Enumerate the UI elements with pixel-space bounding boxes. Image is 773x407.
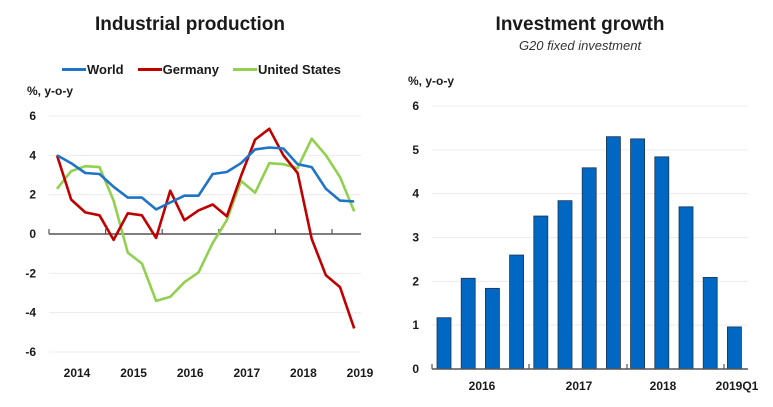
- bar: [509, 254, 525, 370]
- bar: [606, 136, 621, 370]
- bar: [702, 276, 718, 370]
- x-tick-label: 2018: [290, 366, 317, 380]
- x-tick-label: 2019: [347, 366, 374, 380]
- investment-growth-plot: 6 5 4 3 2 1 0 2016 2017 2018 2019Q1: [412, 99, 758, 393]
- legend-label-world: World: [87, 62, 124, 77]
- x-tick-label: 2016: [469, 379, 496, 393]
- industrial-production-unit-label: %, y-o-y: [27, 84, 74, 98]
- legend-item-germany: Germany: [137, 62, 219, 77]
- industrial-production-title: Industrial production: [95, 14, 285, 35]
- bar: [654, 156, 670, 370]
- bar: [727, 326, 742, 370]
- investment-growth-subtitle: G20 fixed investment: [518, 38, 642, 53]
- legend-item-world: World: [62, 62, 124, 77]
- x-tick-label: 2017: [233, 366, 260, 380]
- y-tick-label: -2: [25, 266, 36, 280]
- y-tick-label: -6: [25, 345, 36, 359]
- investment-growth-unit-label: %, y-o-y: [408, 74, 455, 88]
- y-tick-label: 2: [29, 188, 36, 202]
- legend-item-united-states: United States: [232, 62, 342, 77]
- y-tick-label: -4: [25, 306, 36, 320]
- bar: [678, 206, 694, 370]
- industrial-production-legend: World Germany United States: [62, 62, 341, 77]
- legend-swatch-germany: [137, 68, 162, 71]
- bar: [581, 167, 597, 370]
- legend-label-germany: Germany: [162, 62, 219, 77]
- y-tick-label: 0: [412, 362, 419, 376]
- y-tick-label: 4: [29, 148, 36, 162]
- y-tick-label: 6: [412, 99, 419, 113]
- y-tick-label: 1: [412, 318, 419, 332]
- x-tick-label: 2019Q1: [716, 379, 759, 393]
- bar: [436, 317, 452, 370]
- y-tick-label: 6: [29, 109, 36, 123]
- x-tick-label: 2016: [177, 366, 204, 380]
- industrial-production-plot: 6 4 2 0 -2 -4 -6 2014 2015 2016 2017 2018 2019: [25, 109, 373, 380]
- y-tick-label: 5: [412, 143, 419, 157]
- series-line-germany: [55, 127, 356, 329]
- bar: [533, 215, 549, 370]
- series-line-united-states: [55, 137, 356, 303]
- y-tick-label: 4: [412, 187, 419, 201]
- y-tick-label: 0: [29, 227, 36, 241]
- y-tick-label: 2: [412, 274, 419, 288]
- legend-label-united-states: United States: [257, 62, 342, 77]
- bar: [484, 287, 500, 370]
- legend-swatch-united-states: [232, 68, 257, 71]
- x-tick-label: 2017: [566, 379, 593, 393]
- investment-growth-title: Investment growth: [495, 14, 665, 35]
- series-line-world: [56, 146, 355, 211]
- x-tick-label: 2015: [120, 366, 147, 380]
- x-tick-label: 2014: [64, 366, 91, 380]
- bar: [630, 138, 645, 370]
- bar: [557, 200, 573, 370]
- y-tick-label: 3: [412, 231, 419, 245]
- x-tick-label: 2018: [650, 379, 677, 393]
- bar: [460, 277, 476, 370]
- legend-swatch-world: [62, 68, 86, 71]
